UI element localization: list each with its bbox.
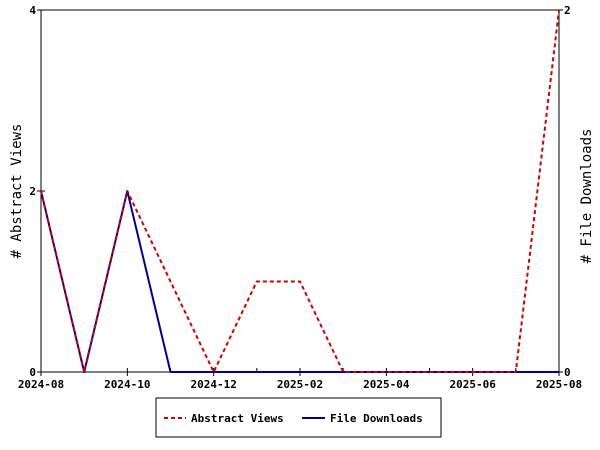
y-left-tick-label: 4 <box>29 4 36 17</box>
series-layer <box>40 9 560 373</box>
y-left-tick-label: 0 <box>29 366 36 379</box>
y-axis-right-title: # File Downloads <box>579 129 595 264</box>
legend-box <box>155 397 442 438</box>
y-axis-right: 02 <box>555 4 571 379</box>
legend-label-file-downloads: File Downloads <box>330 412 423 425</box>
legend-label-abstract-views: Abstract Views <box>191 412 284 425</box>
x-tick-label: 2025-06 <box>449 378 496 391</box>
x-tick-label: 2024-08 <box>18 378 64 391</box>
x-tick-label: 2024-12 <box>190 378 236 391</box>
x-tick-label: 2025-04 <box>363 378 410 391</box>
plot-frame <box>40 9 560 373</box>
y-left-tick-label: 2 <box>29 185 36 198</box>
y-right-tick-label: 0 <box>564 366 571 379</box>
y-axis-left: 0 2 4 <box>29 4 45 379</box>
x-tick-label: 2025-02 <box>277 378 323 391</box>
series-line-abstract-views <box>40 9 560 373</box>
x-tick-label: 2024-10 <box>104 378 150 391</box>
x-axis: 2024-08 2024-10 2024-12 2025-02 2025-04 2025-… <box>18 368 582 391</box>
x-tick-label: 2025-08 <box>536 378 582 391</box>
y-axis-left-title: # Abstract Views <box>9 124 25 259</box>
y-right-tick-label: 2 <box>564 4 571 17</box>
legend: Abstract Views File Downloads <box>155 397 442 438</box>
